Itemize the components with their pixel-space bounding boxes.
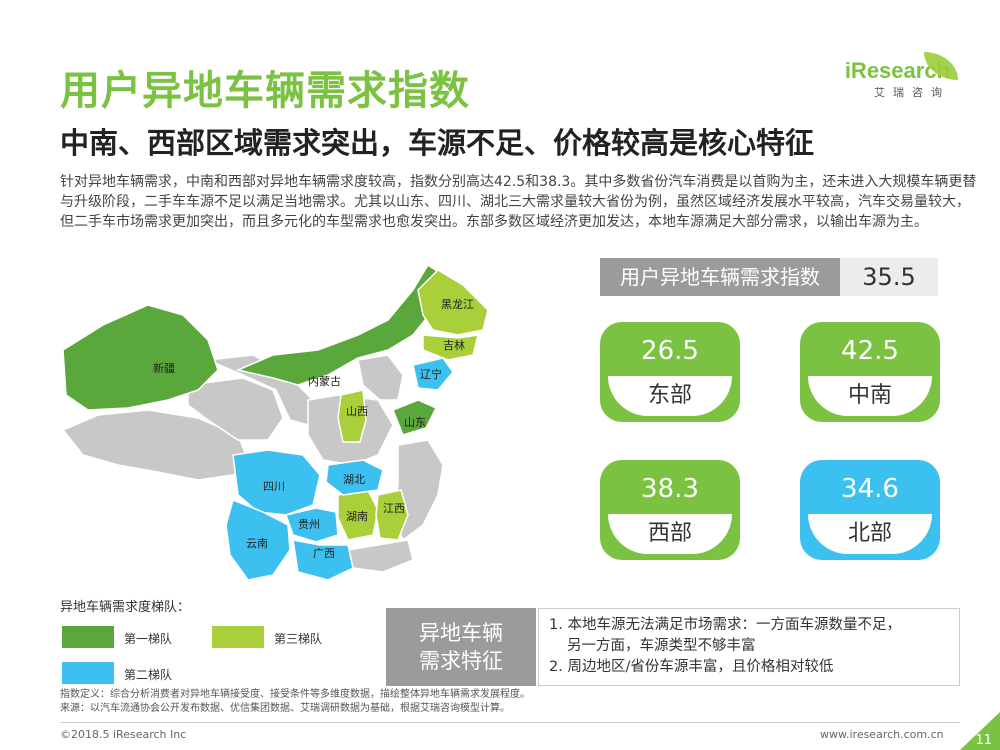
legend-label-tier1: 第一梯队 [124, 632, 173, 646]
region-card-north: 34.6 北部 [800, 460, 940, 560]
legend-swatch-tier1 [62, 626, 114, 648]
page-number: 11 [975, 733, 992, 748]
region-value: 34.6 [841, 474, 899, 504]
footer-divider [60, 722, 960, 723]
page-number-badge: 11 [960, 712, 1000, 750]
legend-title: 异地车辆需求度梯队： [60, 600, 191, 615]
map-label-hunan: 湖南 [346, 510, 368, 523]
iresearch-logo: iResearch 艾瑞咨询 [845, 52, 958, 100]
page-title: 用户异地车辆需求指数 [60, 68, 470, 114]
feature-item-1-cont: 另一方面，车源类型不够丰富 [567, 638, 756, 654]
overall-index-label: 用户异地车辆需求指数 [600, 258, 840, 296]
region-card-central-south: 42.5 中南 [800, 322, 940, 422]
map-label-shanxi: 山西 [346, 405, 368, 418]
map-region-hebei [357, 354, 404, 401]
footer-website: www.iresearch.com.cn [820, 728, 944, 741]
overall-index: 用户异地车辆需求指数 35.5 [600, 258, 938, 296]
map-label-jiangxi: 江西 [383, 502, 405, 515]
map-label-guizhou: 贵州 [298, 518, 320, 531]
map-label-liaoning: 辽宁 [420, 367, 442, 381]
legend-swatch-tier2 [62, 662, 114, 684]
note-source: 来源：以汽车流通协会公开发布数据、优信集团数据、艾瑞调研数据为基础，根据艾瑞咨询… [60, 703, 510, 714]
region-name: 北部 [808, 514, 932, 554]
map-label-sichuan: 四川 [263, 480, 285, 493]
map-region-shandong [392, 399, 438, 436]
notes: 指数定义：综合分析消费者对异地车辆接受度、接受条件等多维度数据，描绘整体异地车辆… [60, 688, 530, 716]
map-region-neimenggu [235, 263, 444, 386]
map-label-hubei: 湖北 [343, 473, 365, 486]
map-label-shandong: 山东 [404, 416, 426, 429]
region-value: 26.5 [641, 336, 699, 366]
map-region-heilongjiang [417, 269, 489, 336]
map-region-jiangxi [375, 489, 409, 541]
region-card-east: 26.5 东部 [600, 322, 740, 422]
map-legend: 异地车辆需求度梯队： [60, 596, 190, 615]
region-name: 中南 [808, 376, 932, 416]
features-title-box: 异地车辆 需求特征 [386, 608, 536, 686]
region-value: 38.3 [641, 474, 699, 504]
map-region-qinghai [187, 377, 284, 441]
footer-copyright: ©2018.5 iResearch Inc [60, 728, 187, 741]
feature-item-2: 2. 周边地区/省份车源丰富，且价格相对较低 [549, 659, 834, 675]
map-region-guangxi [292, 539, 354, 581]
map-region-guangdong [347, 539, 414, 573]
map-label-yunnan: 云南 [246, 537, 268, 550]
map-region-shanxi [337, 389, 367, 443]
note-definition: 指数定义：综合分析消费者对异地车辆接受度、接受条件等多维度数据，描绘整体异地车辆… [60, 689, 530, 700]
china-map: 新疆 内蒙古 黑龙江 吉林 辽宁 山西 山东 四川 湖北 江西 湖南 贵州 云南… [61, 263, 489, 581]
map-label-guangxi: 广西 [313, 547, 335, 560]
map-label-heilongjiang: 黑龙江 [441, 298, 474, 311]
map-region-sichuan [232, 449, 321, 516]
page-subtitle: 中南、西部区域需求突出，车源不足、价格较高是核心特征 [60, 126, 815, 160]
region-card-west: 38.3 西部 [600, 460, 740, 560]
features-title-line1: 异地车辆 [419, 621, 503, 645]
region-name: 东部 [608, 376, 732, 416]
region-name: 西部 [608, 514, 732, 554]
map-region-liaoning [412, 357, 454, 391]
map-region-guizhou [285, 507, 339, 543]
map-label-xinjiang: 新疆 [153, 361, 175, 375]
features-title-line2: 需求特征 [419, 649, 503, 673]
map-region-xinjiang [62, 304, 219, 411]
overall-index-value: 35.5 [840, 258, 938, 296]
intro-paragraph: 针对异地车辆需求，中南和西部对异地车辆需求度较高，指数分别高达42.5和38.3… [60, 174, 977, 230]
map-label-jilin: 吉林 [443, 338, 465, 352]
legend-label-tier2: 第二梯队 [124, 668, 173, 682]
region-value: 42.5 [841, 336, 899, 366]
legend-label-tier3: 第三梯队 [274, 632, 323, 646]
legend-swatch-tier3 [212, 626, 264, 648]
feature-item-1: 1. 本地车源无法满足市场需求：一方面车源数量不足， [549, 617, 901, 633]
map-region-hubei [325, 459, 384, 496]
map-region-yunnan [225, 498, 291, 581]
logo-cn: 艾瑞咨询 [874, 86, 950, 99]
map-label-neimenggu: 内蒙古 [308, 374, 341, 388]
map-region-jilin [422, 334, 480, 361]
features-list: 1. 本地车源无法满足市场需求：一方面车源数量不足， 另一方面，车源类型不够丰富… [538, 608, 960, 686]
